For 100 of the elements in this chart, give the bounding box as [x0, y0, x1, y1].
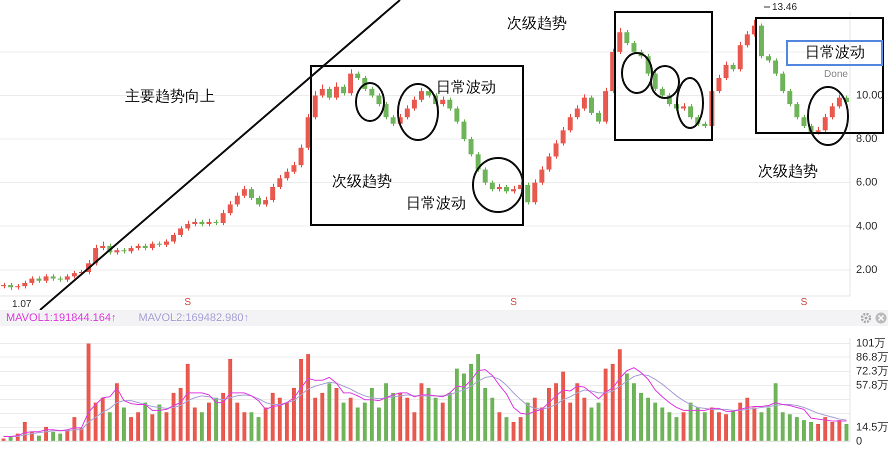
bar: [639, 392, 643, 441]
bar: [51, 432, 56, 441]
bar: [242, 412, 246, 441]
bar: [72, 417, 76, 441]
bar: [660, 407, 664, 441]
bar: [384, 383, 388, 441]
y-tick-label: 0: [856, 435, 862, 448]
bar: [313, 398, 318, 441]
bar: [164, 412, 168, 441]
bar: [717, 412, 721, 441]
bar: [391, 392, 396, 441]
bar: [837, 420, 842, 441]
bar: [766, 407, 770, 441]
bar: [356, 407, 360, 441]
bar: [540, 407, 544, 441]
annotation: 次级趋势: [507, 15, 567, 32]
annotation: 次级趋势: [332, 173, 392, 190]
bar: [724, 414, 728, 441]
annotation: 日常波动: [805, 44, 865, 62]
candlestick: [8, 282, 14, 291]
bar: [306, 354, 310, 441]
bar: [440, 402, 445, 441]
bar: [752, 407, 756, 441]
bar: [292, 388, 296, 441]
y-tick-label: 2.00: [856, 264, 878, 276]
bar: [420, 383, 424, 441]
bar: [590, 407, 594, 441]
bar: [348, 398, 353, 441]
candlestick: [156, 241, 162, 248]
bar: [794, 417, 799, 441]
y-tick-label: 101万: [856, 337, 886, 350]
bar: [58, 434, 62, 441]
bar: [192, 407, 197, 441]
bar: [299, 358, 303, 441]
y-tick-label: 6.00: [856, 176, 878, 189]
bar: [731, 410, 736, 441]
bar: [214, 398, 218, 441]
bar: [412, 412, 416, 441]
bar: [604, 368, 608, 441]
bar: [136, 412, 140, 441]
bar: [454, 368, 459, 441]
y-tick-label: 14.5万: [856, 421, 888, 434]
bar: [844, 424, 848, 441]
bar: [405, 398, 410, 441]
bar: [554, 383, 558, 441]
bar: [667, 412, 672, 441]
candlestick: [121, 248, 126, 254]
bar: [624, 374, 629, 441]
bar: [256, 417, 260, 441]
bar: [250, 412, 254, 441]
bar: [596, 402, 600, 441]
bar: [518, 417, 523, 441]
bar: [809, 422, 813, 441]
bar: [37, 436, 41, 441]
bar: [497, 412, 502, 441]
bar: [327, 383, 332, 441]
bar: [342, 402, 346, 441]
annotation: 日常波动: [436, 79, 496, 96]
candlestick: [511, 185, 516, 194]
y-tick-label: 57.8万: [856, 379, 888, 392]
bar: [122, 407, 126, 441]
bar: [157, 404, 162, 441]
bar: [284, 402, 289, 441]
bar: [207, 402, 211, 441]
bar: [476, 354, 480, 441]
annotation: 13.46: [772, 2, 798, 13]
bar: [235, 402, 240, 441]
bar: [490, 398, 494, 441]
bar: [434, 398, 438, 441]
bar: [86, 343, 90, 441]
annotation: Done: [824, 68, 848, 80]
text: MAVOL2:169482.980↑: [138, 312, 249, 324]
bar: [788, 414, 792, 441]
candlestick: [15, 284, 20, 290]
bar: [632, 383, 636, 441]
bar: [172, 392, 176, 441]
bar: [200, 412, 204, 441]
bar: [264, 407, 268, 441]
bar: [568, 402, 572, 441]
bar: [710, 407, 714, 441]
x-tick-label: S: [184, 296, 192, 308]
bar: [512, 422, 516, 441]
bar: [653, 402, 658, 441]
bar: [830, 422, 834, 441]
bar: [114, 383, 119, 441]
bar: [561, 372, 566, 441]
bar: [504, 417, 508, 441]
text: 1.07: [12, 298, 32, 310]
bar: [2, 438, 6, 441]
y-tick-label: 4.00: [856, 220, 878, 232]
bar: [682, 412, 686, 441]
bar: [483, 388, 488, 441]
bar: [320, 392, 324, 441]
annotation: 主要趋势向上: [125, 88, 215, 106]
bar: [688, 402, 693, 441]
x-tick-label: S: [800, 296, 808, 308]
bar: [774, 383, 778, 441]
bar: [178, 388, 183, 441]
annotation: 日常波动: [406, 195, 466, 212]
bar: [377, 407, 381, 441]
